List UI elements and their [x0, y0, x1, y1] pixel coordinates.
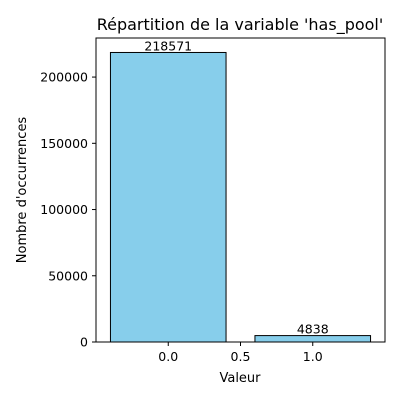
y-tick-label-2: 100000: [40, 202, 88, 217]
bar-0: [109, 51, 227, 343]
chart-title: Répartition de la variable 'has_pool': [97, 15, 384, 35]
x-axis-title: Valeur: [219, 371, 261, 386]
data-label-0: 218571: [144, 38, 192, 53]
x-tick-label-2: 1.0: [303, 349, 323, 364]
plot-area-frame: [95, 37, 386, 343]
data-labels-group: 218571 4838: [144, 38, 328, 336]
data-label-1: 4838: [297, 322, 329, 337]
y-tick-label-4: 200000: [40, 70, 88, 85]
y-axis-ticks: 0 50000 100000 150000 200000: [40, 70, 96, 350]
y-tick-label-1: 50000: [48, 268, 88, 283]
bars-group: [109, 51, 372, 343]
y-tick-label-0: 0: [80, 335, 88, 350]
y-axis-title: Nombre d'occurrences: [15, 117, 30, 264]
x-tick-label-1: 0.5: [231, 349, 251, 364]
x-tick-label-0: 0.0: [158, 349, 178, 364]
y-tick-label-3: 150000: [40, 136, 88, 151]
x-axis-ticks: 0.0 0.5 1.0: [158, 342, 323, 364]
